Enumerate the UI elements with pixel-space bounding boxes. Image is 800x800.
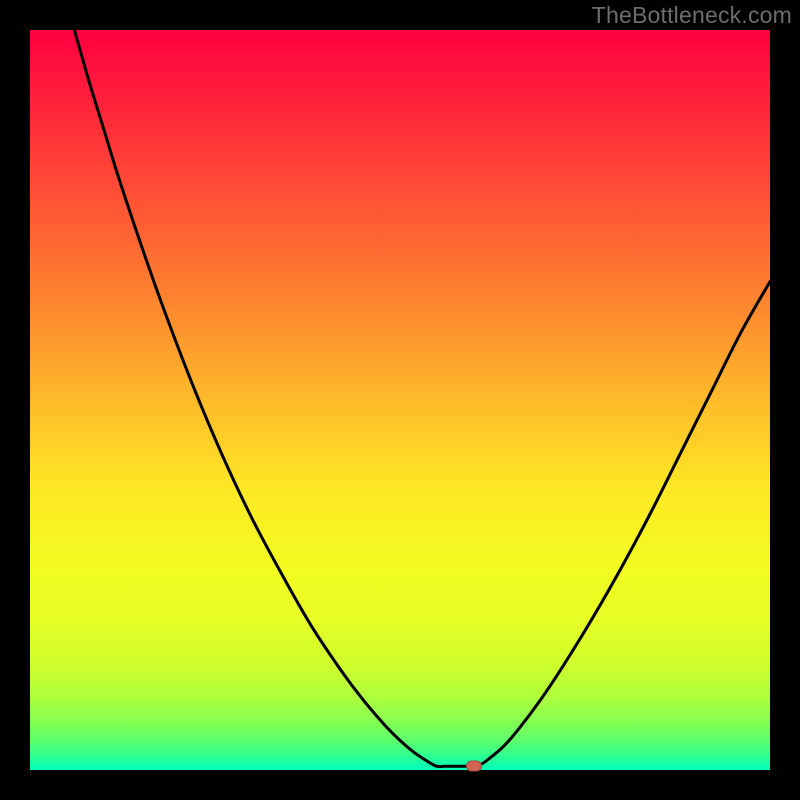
optimum-marker xyxy=(466,761,482,772)
plot-area xyxy=(30,30,770,770)
chart-frame: TheBottleneck.com xyxy=(0,0,800,800)
bottleneck-curve-path xyxy=(74,30,770,767)
watermark-text: TheBottleneck.com xyxy=(592,2,792,29)
optimum-marker-rect xyxy=(467,761,482,771)
bottleneck-curve-svg xyxy=(30,30,770,770)
